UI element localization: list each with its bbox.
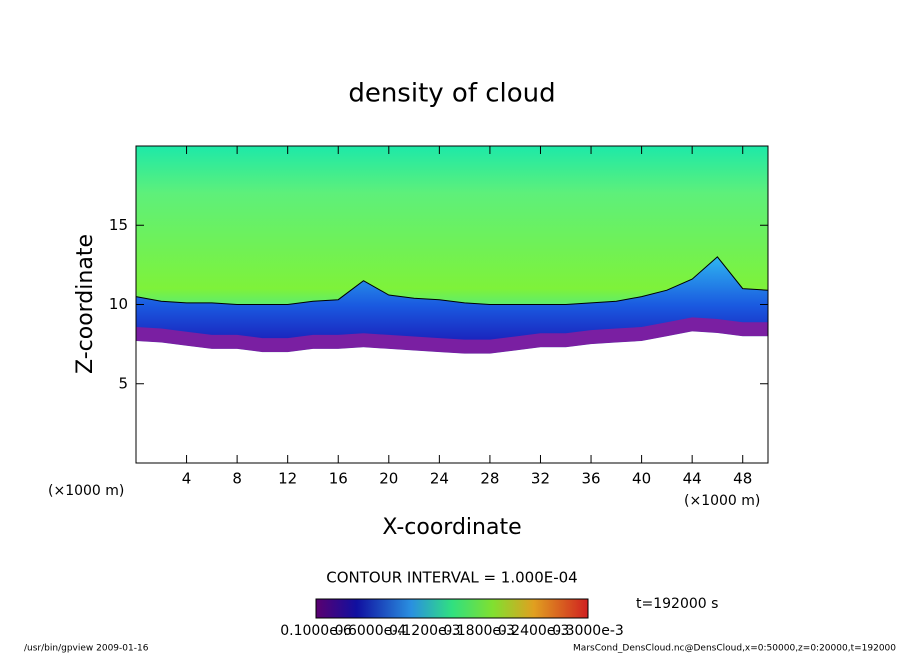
x-unit-label: (×1000 m)	[48, 483, 124, 499]
x-tick-label: 24	[430, 470, 449, 488]
x-axis-label: X-coordinate	[382, 515, 521, 540]
time-label: t=192000 s	[636, 596, 718, 612]
x-tick-label: 36	[581, 470, 600, 488]
footer-left: /usr/bin/gpview 2009-01-16	[24, 644, 149, 654]
colorbar	[315, 598, 589, 619]
x-tick-label: 44	[683, 470, 702, 488]
contour-line	[135, 256, 769, 305]
x-tick-label: 48	[733, 470, 752, 488]
chart-title: density of cloud	[348, 79, 555, 109]
colorbar-label: 0.3000e-3	[552, 623, 624, 639]
x-tick-label: 12	[278, 470, 297, 488]
colorbar-label: 0.6000e-4	[335, 623, 407, 639]
colorbar-label: 0.1800e-3	[443, 623, 515, 639]
x-unit-label: (×1000 m)	[684, 493, 760, 509]
x-tick-label: 4	[182, 470, 192, 488]
colorbar-label: 0.2400e-3	[498, 623, 570, 639]
x-tick-label: 20	[379, 470, 398, 488]
x-tick-label: 8	[232, 470, 242, 488]
y-axis-label: Z-coordinate	[73, 234, 98, 374]
y-tick-label: 5	[118, 374, 128, 392]
contour-interval: CONTOUR INTERVAL = 1.000E-04	[326, 569, 577, 587]
colorbar-label: 0.1000e-6	[280, 623, 352, 639]
colorbar-label: 0.1200e-3	[389, 623, 461, 639]
y-tick-label: 10	[109, 295, 128, 313]
x-tick-label: 16	[329, 470, 348, 488]
y-tick-label: 15	[109, 216, 128, 234]
x-tick-label: 40	[632, 470, 651, 488]
x-tick-label: 28	[480, 470, 499, 488]
cloud-base-band	[136, 317, 768, 354]
clear-region	[136, 331, 768, 463]
footer-right: MarsCond_DensCloud.nc@DensCloud,x=0:5000…	[573, 644, 896, 654]
x-tick-label: 32	[531, 470, 550, 488]
